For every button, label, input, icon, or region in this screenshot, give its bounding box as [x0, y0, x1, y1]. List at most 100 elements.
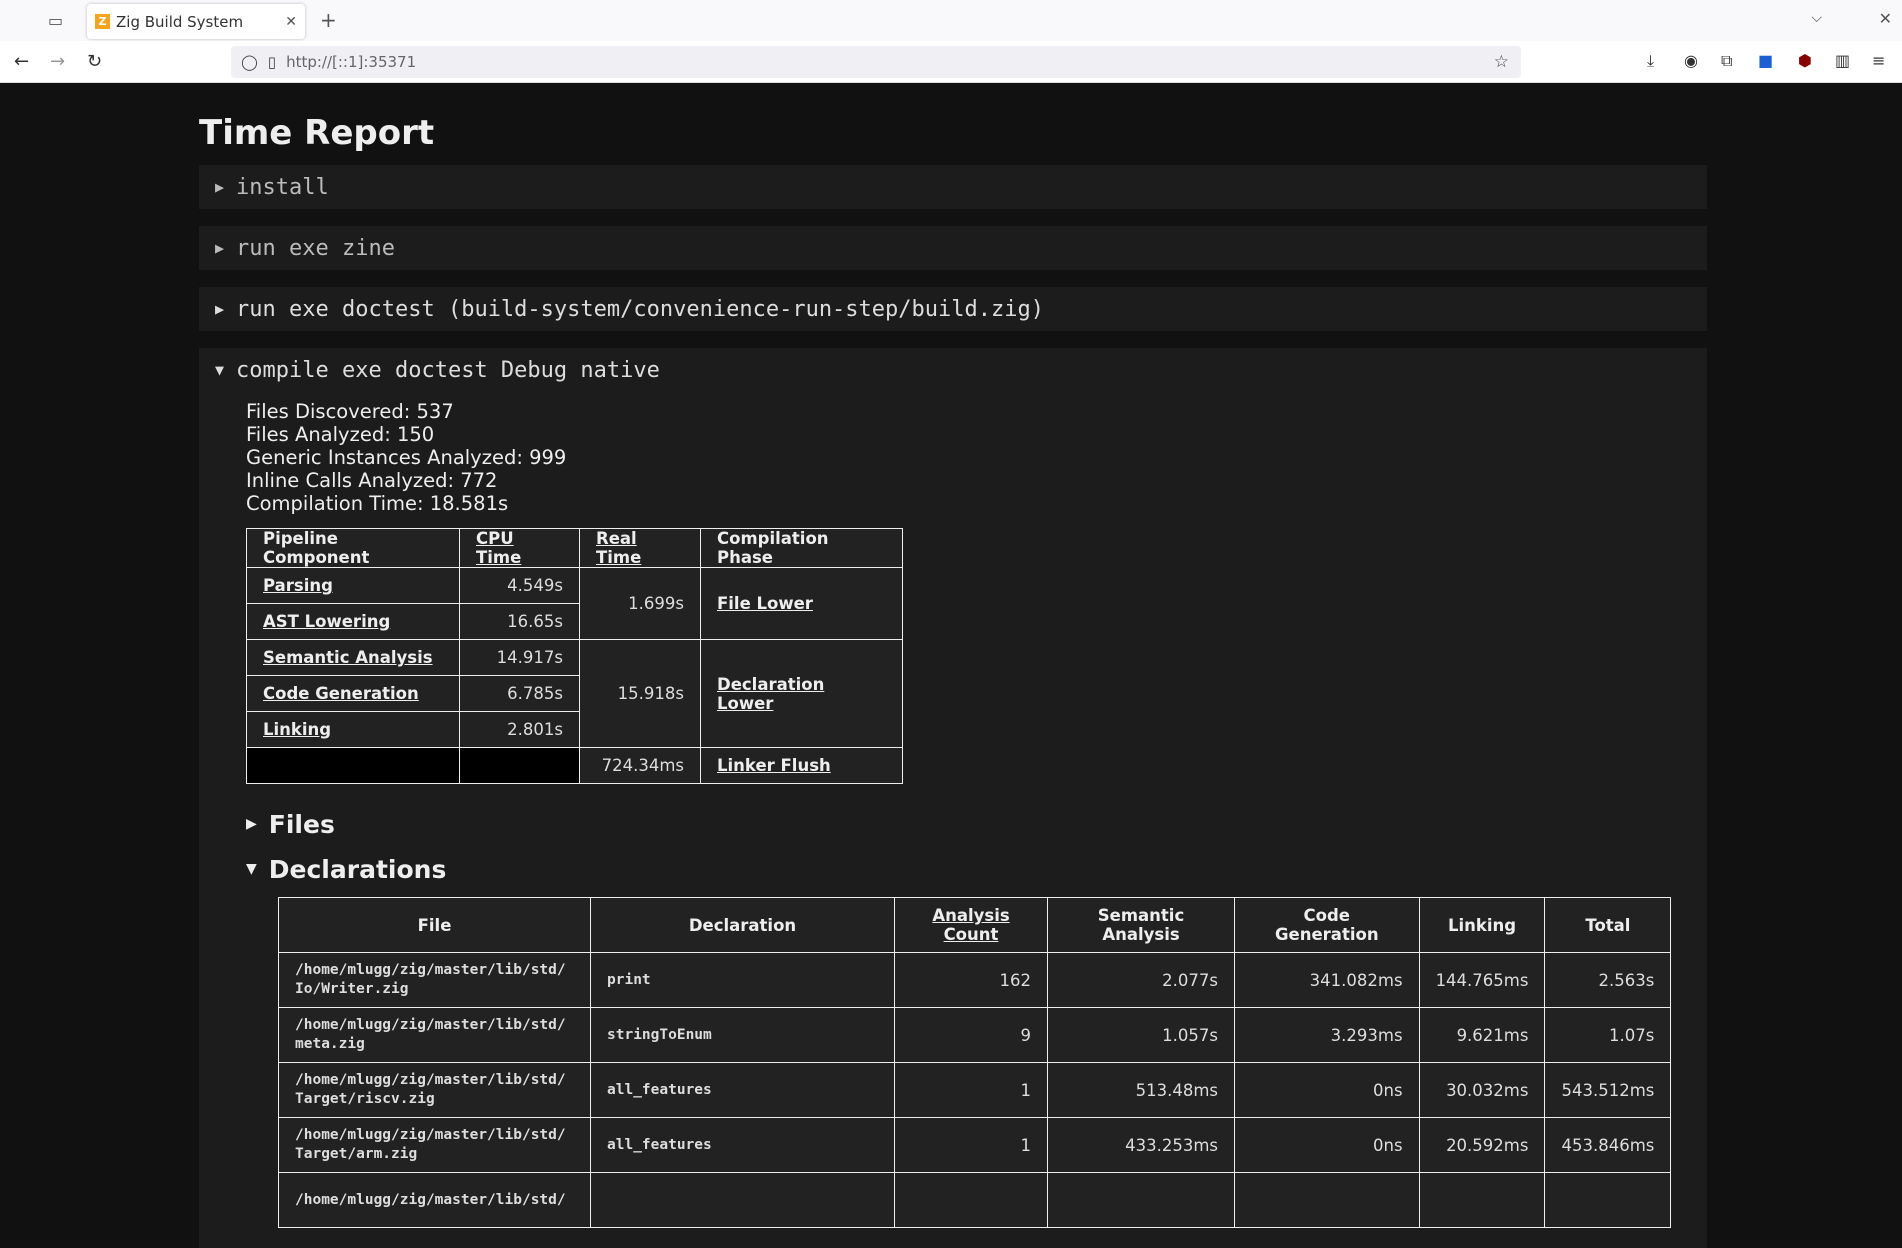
cell-semantic-analysis: 513.48ms — [1047, 1062, 1235, 1118]
reload-icon[interactable]: ↻ — [87, 51, 103, 72]
sidebar-icon[interactable]: ▥ — [1835, 51, 1851, 70]
component-link[interactable]: AST Lowering — [263, 612, 391, 631]
step-label: run exe doctest (build-system/convenienc… — [236, 296, 1044, 322]
phase-link[interactable]: Declaration Lower — [717, 674, 825, 713]
header-linking: Linking — [1418, 897, 1546, 953]
bitwarden-icon[interactable]: ■ — [1758, 51, 1774, 70]
chevron-down-icon[interactable]: ⌵ — [1811, 10, 1822, 26]
triangle-down-icon: ▼ — [215, 361, 225, 379]
window-close-icon[interactable]: ✕ — [1878, 9, 1892, 28]
header-real-time[interactable]: Real Time — [596, 529, 642, 567]
download-icon[interactable]: ⤓ — [1647, 51, 1655, 70]
header-cpu-time[interactable]: CPU Time — [476, 529, 522, 567]
step-summary[interactable]: ▼ compile exe doctest Debug native — [199, 348, 1707, 392]
bookmark-star-icon[interactable]: ☆ — [1493, 52, 1509, 72]
pipeline-table: Pipeline Component CPU Time Real Time Co… — [246, 528, 903, 784]
cell-semantic-analysis: 2.077s — [1047, 952, 1235, 1008]
triangle-right-icon: ▶ — [246, 816, 257, 832]
extensions-icon[interactable]: ⧉ — [1721, 51, 1733, 70]
cell-file: /home/mlugg/zig/master/lib/std/ Target/r… — [278, 1062, 591, 1118]
cell-semantic-analysis — [1047, 1172, 1235, 1228]
cell-total: 2.563s — [1544, 952, 1672, 1008]
empty-cell — [246, 747, 460, 784]
forward-icon[interactable]: → — [50, 51, 66, 72]
phase-link[interactable]: File Lower — [717, 594, 813, 613]
new-tab-button[interactable]: + — [320, 8, 337, 32]
cpu-time: 2.801s — [459, 711, 580, 748]
cell-total: 543.512ms — [1544, 1062, 1672, 1118]
menu-icon[interactable]: ≡ — [1872, 51, 1886, 70]
empty-cell — [459, 747, 580, 784]
cell-file: /home/mlugg/zig/master/lib/std/ Io/Write… — [278, 952, 591, 1008]
page-icon: ▯ — [267, 53, 277, 71]
cell-file: /home/mlugg/zig/master/lib/std/ — [278, 1172, 591, 1228]
table-row: /home/mlugg/zig/master/lib/std/ Target/a… — [278, 1117, 1672, 1173]
step-summary[interactable]: ▶ install — [199, 165, 1707, 209]
triangle-right-icon: ▶ — [215, 300, 225, 318]
step-label: run exe zine — [236, 235, 395, 261]
back-icon[interactable]: ← — [14, 51, 30, 72]
header-code-generation: Code Generation — [1234, 897, 1420, 953]
component-link[interactable]: Linking — [263, 720, 332, 739]
url-text[interactable]: http://[::1]:35371 — [286, 53, 417, 71]
cell-declaration: all_features — [590, 1062, 895, 1118]
cell-analysis-count: 1 — [894, 1117, 1048, 1173]
real-time: 1.699s — [579, 567, 701, 640]
header-file: File — [278, 897, 591, 953]
declarations-summary[interactable]: ▼ Declarations — [246, 849, 1707, 889]
real-time: 15.918s — [579, 639, 701, 748]
step-summary[interactable]: ▶ run exe doctest (build-system/convenien… — [199, 287, 1707, 331]
cell-total — [1544, 1172, 1672, 1228]
cell-linking — [1418, 1172, 1546, 1228]
cell-semantic-analysis: 433.253ms — [1047, 1117, 1235, 1173]
component-link[interactable]: Parsing — [263, 576, 333, 595]
files-summary[interactable]: ▶ Files — [246, 804, 1707, 844]
triangle-right-icon: ▶ — [215, 178, 225, 196]
step-label: compile exe doctest Debug native — [236, 357, 660, 383]
account-icon[interactable]: ◉ — [1684, 51, 1698, 70]
step-label: install — [236, 174, 329, 200]
tab-list-icon[interactable]: ▭ — [48, 11, 64, 30]
triangle-right-icon: ▶ — [215, 239, 225, 257]
table-row: /home/mlugg/zig/master/lib/std/ meta.zig… — [278, 1007, 1672, 1063]
stats: Files Discovered: 537 Files Analyzed: 15… — [246, 400, 1707, 515]
browser-tab[interactable]: Z Zig Build System ✕ — [87, 4, 305, 39]
cell-file: /home/mlugg/zig/master/lib/std/ Target/a… — [278, 1117, 591, 1173]
component-link[interactable]: Code Generation — [263, 684, 419, 703]
url-bar[interactable]: ◯ ▯ http://[::1]:35371 ☆ — [231, 46, 1521, 78]
component-link[interactable]: Semantic Analysis — [263, 648, 433, 667]
header-analysis-count[interactable]: Analysis Count — [932, 906, 1010, 944]
time-report: Time Report ▶ install ▶ run exe zine ▶ run … — [0, 83, 1707, 1248]
page-title: Time Report — [199, 113, 435, 153]
real-time: 724.34ms — [579, 747, 701, 784]
ublock-icon[interactable]: ⬢ — [1798, 51, 1812, 70]
stat: Inline Calls Analyzed: 772 — [246, 469, 498, 492]
cell-semantic-analysis: 1.057s — [1047, 1007, 1235, 1063]
stat: Compilation Time: 18.581s — [246, 492, 509, 515]
cell-total: 453.846ms — [1544, 1117, 1672, 1173]
phase-link[interactable]: Linker Flush — [717, 756, 831, 775]
header-total: Total — [1544, 897, 1672, 953]
triangle-down-icon: ▼ — [246, 861, 257, 877]
tab-bar: ▭ Z Zig Build System ✕ + ⌵ ✕ — [0, 0, 1902, 41]
step-summary[interactable]: ▶ run exe zine — [199, 226, 1707, 270]
cell-analysis-count: 162 — [894, 952, 1048, 1008]
header-declaration: Declaration — [590, 897, 895, 953]
cell-linking: 9.621ms — [1418, 1007, 1546, 1063]
cell-declaration: all_features — [590, 1117, 895, 1173]
close-tab-icon[interactable]: ✕ — [285, 13, 297, 30]
nav-bar: ← → ↻ ◯ ▯ http://[::1]:35371 ☆ ⤓ ◉ ⧉ ■ ⬢… — [0, 41, 1902, 83]
cpu-time: 4.549s — [459, 567, 580, 604]
declarations-table: File Declaration Analysis Count Semantic… — [278, 897, 1672, 1228]
step-install: ▶ install — [199, 165, 1707, 209]
shield-icon[interactable]: ◯ — [241, 53, 258, 71]
cell-code-generation — [1234, 1172, 1420, 1228]
section-label: Files — [268, 809, 335, 839]
tab-title: Zig Build System — [116, 12, 244, 31]
cell-linking: 30.032ms — [1418, 1062, 1546, 1118]
cell-linking: 20.592ms — [1418, 1117, 1546, 1173]
cell-code-generation: 341.082ms — [1234, 952, 1420, 1008]
cell-declaration — [590, 1172, 895, 1228]
step-run-zine: ▶ run exe zine — [199, 226, 1707, 270]
cell-analysis-count: 9 — [894, 1007, 1048, 1063]
